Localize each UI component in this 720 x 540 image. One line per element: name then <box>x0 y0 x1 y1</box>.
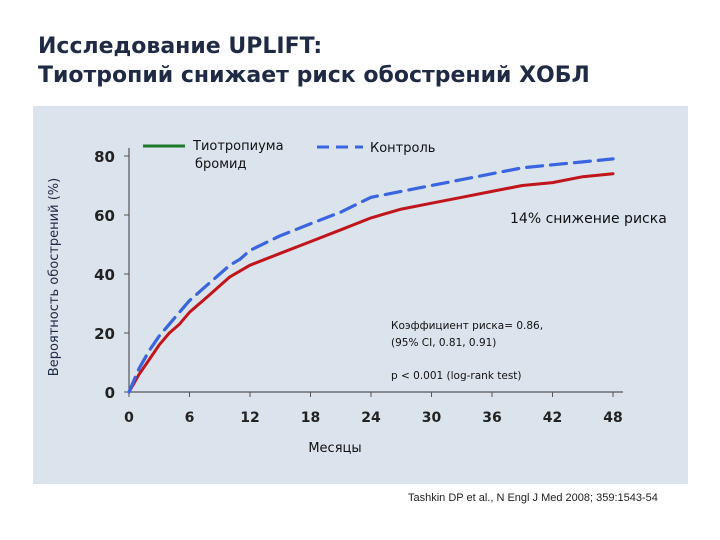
x-tick-label: 48 <box>603 410 622 426</box>
title-line-2: Тиотропий снижает риск обострений ХОБЛ <box>38 63 590 88</box>
legend-label-tiotropium-1: Тиотропиума <box>192 139 284 154</box>
legend-label-tiotropium-2: бромид <box>195 157 246 172</box>
hazard-ratio-annotation-2: (95% CI, 0.81, 0.91) <box>391 337 496 349</box>
x-tick-label: 12 <box>240 410 259 426</box>
line-chart: 0 20 40 60 80 0 6 12 18 24 30 36 42 48 Вероятность об… <box>47 139 667 456</box>
series-line-control <box>127 157 615 394</box>
page-title: Исследование UPLIFT: Тиотропий снижает р… <box>38 32 590 90</box>
axes: 0 20 40 60 80 0 6 12 18 24 30 36 42 48 <box>94 148 623 426</box>
risk-reduction-annotation: 14% снижение риска <box>510 211 667 227</box>
x-axis-label: Месяцы <box>308 441 361 456</box>
legend: Тиотропиума бромид Контроль <box>143 139 435 172</box>
x-tick-label: 24 <box>361 410 381 426</box>
x-tick-label: 30 <box>422 410 442 426</box>
y-tick-label: 80 <box>94 148 115 166</box>
y-tick-label: 0 <box>105 384 115 402</box>
series-line-tiotropium <box>127 172 615 394</box>
series-lines <box>127 157 615 394</box>
x-tick-label: 36 <box>482 410 501 426</box>
title-line-1: Исследование UPLIFT: <box>38 34 323 59</box>
citation: Tashkin DP et al., N Engl J Med 2008; 35… <box>408 492 658 504</box>
x-tick-label: 42 <box>543 410 562 426</box>
chart-panel: 0 20 40 60 80 0 6 12 18 24 30 36 42 48 Вероятность об… <box>33 106 688 484</box>
hazard-ratio-annotation-1: Коэффициент риска= 0.86, <box>391 320 543 332</box>
y-axis-label: Вероятность обострений (%) <box>47 178 62 376</box>
x-tick-label: 0 <box>124 410 134 426</box>
legend-label-control: Контроль <box>370 141 435 156</box>
y-tick-label: 20 <box>94 325 115 343</box>
y-tick-label: 60 <box>94 207 115 225</box>
annotations: 14% снижение риска Коэффициент риска= 0.… <box>391 211 667 382</box>
p-value-annotation: p < 0.001 (log-rank test) <box>391 370 522 382</box>
x-tick-label: 6 <box>185 410 195 426</box>
y-tick-label: 40 <box>94 266 115 284</box>
x-tick-label: 18 <box>301 410 320 426</box>
